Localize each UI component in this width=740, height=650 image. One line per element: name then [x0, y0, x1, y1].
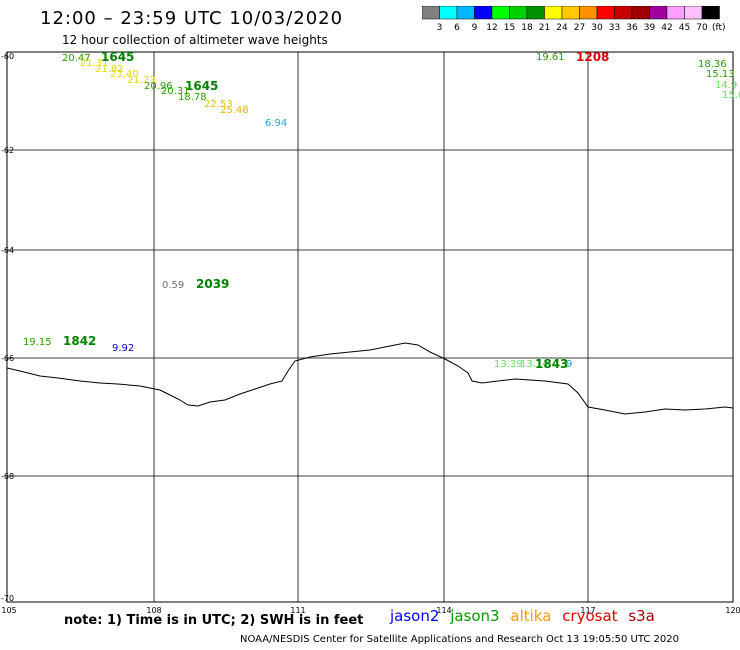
wave-height-label: 20.47: [62, 53, 91, 64]
latitude-label: -68: [1, 472, 14, 481]
color-scale-label: 9: [472, 23, 478, 32]
wave-height-label: 0.59: [162, 280, 184, 291]
map-frame: [6, 51, 734, 603]
color-scale-label: 70: [696, 23, 708, 32]
pass-time-label: 2039: [196, 277, 229, 291]
color-scale-bar: 3 6 9 12 15 18 21 24 27 30 33 36 39 42 45 70 (ft): [422, 6, 726, 32]
latitude-label: -60: [1, 52, 14, 61]
wave-height-label: 13.39: [494, 359, 523, 370]
latitude-label: -66: [1, 354, 14, 363]
wave-height-label: 9: [566, 359, 572, 370]
wave-height-label: 21.31: [80, 58, 109, 69]
color-scale-label: 36: [626, 23, 638, 32]
wave-height-label: 20.31: [161, 86, 190, 97]
map-grid: -60 -62 -64 -66 -68 -70 105 108 111 114 117 120: [1, 52, 740, 615]
latitude-label: -64: [1, 246, 14, 255]
longitude-label: 114: [436, 606, 451, 615]
legend-jason3: jason3: [450, 607, 500, 625]
color-scale-label: 6: [454, 23, 460, 32]
wave-height-label: 23.40: [110, 69, 139, 80]
legend-cryosat: cryosat: [562, 607, 618, 625]
color-scale-label: 18: [521, 23, 533, 32]
pass-time-label: 1208: [576, 50, 609, 64]
color-scale-label: 27: [574, 23, 585, 32]
wave-height-label: 19.61: [536, 52, 565, 63]
color-scale-label: 15: [504, 23, 515, 32]
wave-height-label: 18.36: [698, 59, 727, 70]
wave-height-label: 20.96: [144, 81, 173, 92]
legend-jason2: jason2: [390, 607, 440, 625]
wave-height-label: 14.9: [715, 80, 737, 91]
satellite-legend: jason2 jason3 altika cryosat s3a: [390, 607, 661, 625]
wave-height-label: 25.48: [220, 105, 249, 116]
pass-time-label: 1843: [535, 357, 568, 371]
color-scale-box: [701, 6, 720, 20]
color-scale-labels: 3 6 9 12 15 18 21 24 27 30 33 36 39 42 45 70: [437, 23, 708, 32]
color-scale-label: 30: [591, 23, 603, 32]
longitude-label: 117: [580, 606, 595, 615]
color-scale-label: 33: [609, 23, 620, 32]
longitude-label: 105: [1, 606, 16, 615]
color-scale-label: 3: [437, 23, 443, 32]
map-title: 12:00 – 23:59 UTC 10/03/2020: [40, 8, 344, 29]
wave-height-label: 19.15: [23, 337, 52, 348]
pass-time-label: 1842: [63, 334, 96, 348]
color-scale-label: 39: [644, 23, 656, 32]
color-scale-label: 21: [539, 23, 550, 32]
longitude-label: 111: [290, 606, 305, 615]
latitude-label: -70: [1, 594, 14, 603]
wave-height-label: 15.0: [722, 90, 740, 101]
wave-height-label: 9.92: [112, 343, 134, 354]
legend-s3a: s3a: [628, 607, 655, 625]
wave-height-label: 13.14: [520, 359, 549, 370]
map-subtitle: 12 hour collection of altimeter wave hei…: [62, 33, 328, 47]
pass-time-label: 1645: [185, 79, 218, 93]
wave-height-label: 22.53: [204, 99, 233, 110]
wave-height-label: 21.82: [95, 64, 124, 75]
color-scale-label: 24: [556, 23, 568, 32]
map-note: note: 1) Time is in UTC; 2) SWH is in fe…: [64, 613, 364, 628]
longitude-label: 120: [725, 606, 740, 615]
color-scale-boxes: [422, 6, 720, 20]
wave-height-label: 18.78: [178, 92, 207, 103]
wave-height-label: 15.13: [706, 69, 735, 80]
wave-height-observations: 20.47 21.31 21.82 23.40 21.23 20.96 20.3…: [23, 52, 740, 370]
wave-height-label: 6.94: [265, 118, 287, 129]
wave-height-label: 21.23: [127, 75, 156, 86]
longitude-label: 108: [146, 606, 161, 615]
coastline: [6, 342, 734, 415]
color-scale-label: 12: [486, 23, 497, 32]
color-scale-label: 42: [661, 23, 672, 32]
pass-time-label: 1645: [101, 50, 134, 64]
pass-time-labels: 1645 1645 2039 1842 1208 1843: [63, 50, 609, 371]
color-scale-units: (ft): [712, 23, 726, 32]
color-scale-label: 45: [679, 23, 690, 32]
legend-altika: altika: [510, 607, 552, 625]
latitude-label: -62: [1, 146, 14, 155]
map-footer: NOAA/NESDIS Center for Satellite Applica…: [240, 634, 679, 645]
